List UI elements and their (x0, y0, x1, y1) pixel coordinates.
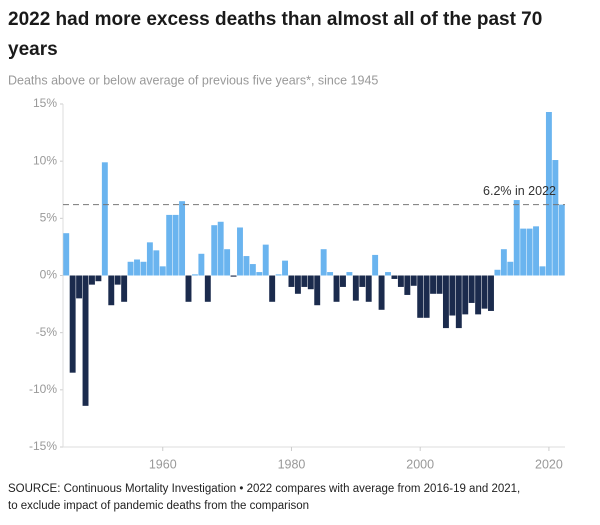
bar (494, 269, 501, 276)
bar (249, 264, 256, 276)
bar (121, 275, 128, 302)
bar (430, 275, 437, 294)
bar (146, 242, 153, 276)
bar (294, 275, 301, 294)
bar (282, 260, 288, 276)
bar (436, 275, 443, 294)
bar (320, 249, 327, 276)
bar (211, 225, 218, 276)
bar (552, 160, 559, 276)
bar (275, 274, 282, 276)
x-tick-label: 2000 (406, 457, 434, 471)
bar (391, 275, 398, 279)
bar (134, 259, 140, 276)
bar (140, 261, 147, 276)
bar (352, 275, 359, 301)
bar (526, 228, 533, 276)
y-tick-label: 15% (33, 96, 57, 110)
bar (191, 274, 198, 276)
bar (423, 275, 430, 318)
chart-subtitle: Deaths above or below average of previou… (8, 73, 378, 87)
bar (101, 162, 108, 276)
bar (539, 266, 546, 276)
bar (224, 249, 231, 276)
bar (185, 275, 192, 302)
bar (108, 275, 115, 306)
bar (397, 275, 404, 287)
bar (333, 275, 340, 302)
source: to exclude impact of pandemic deaths fro… (8, 500, 309, 512)
bar (442, 275, 449, 329)
bar (198, 253, 205, 276)
bar (507, 261, 514, 276)
bar (262, 244, 269, 276)
bar (76, 275, 83, 299)
bar (520, 228, 527, 276)
bar (269, 275, 276, 302)
bar (475, 275, 482, 315)
bar (288, 275, 295, 287)
bar (500, 249, 507, 276)
x-tick-label: 1980 (278, 457, 306, 471)
bar (404, 275, 411, 295)
x-tick-label: 1960 (149, 457, 177, 471)
bar (153, 250, 160, 276)
y-tick-label: 10% (33, 153, 57, 167)
bar (378, 275, 385, 310)
bar (166, 214, 173, 276)
y-tick-label: -10% (29, 382, 57, 396)
bar (417, 275, 424, 318)
y-tick-label: 0% (40, 268, 58, 282)
bar (513, 200, 520, 276)
bar (114, 275, 121, 285)
bar (359, 275, 366, 287)
bar (449, 275, 456, 316)
bar (410, 275, 417, 286)
bar (89, 275, 95, 285)
bar (340, 275, 346, 287)
bar (82, 275, 89, 406)
bar (385, 272, 391, 276)
bar (558, 204, 565, 276)
bar (256, 272, 263, 276)
bar (468, 275, 475, 303)
bar (455, 275, 462, 329)
bar (462, 275, 469, 315)
bar (307, 275, 314, 290)
source: SOURCE: Continuous Mortality Investigati… (8, 483, 520, 495)
bar (346, 272, 353, 276)
y-tick-label: 5% (40, 211, 58, 225)
bar (127, 261, 134, 276)
bar (481, 275, 488, 309)
bar (159, 266, 166, 276)
y-tick-label: -5% (36, 325, 58, 339)
bar (172, 214, 179, 276)
bar (204, 275, 211, 302)
bar (314, 275, 321, 306)
y-tick-label: -15% (29, 439, 57, 453)
bar (327, 272, 334, 276)
bar (243, 256, 250, 276)
bar (372, 254, 379, 276)
bar (488, 275, 494, 311)
bar (237, 227, 243, 276)
bar (545, 112, 552, 276)
bar (179, 201, 186, 276)
x-tick-label: 2020 (535, 457, 563, 471)
bar (365, 275, 372, 302)
bar (95, 275, 102, 282)
bar (63, 233, 70, 276)
chart-title: years (8, 39, 58, 60)
bar (230, 275, 237, 277)
bar (217, 221, 224, 276)
bar (69, 275, 76, 373)
bar (533, 226, 539, 276)
chart-title: 2022 had more excess deaths than almost … (8, 9, 542, 30)
bar (301, 275, 308, 287)
annotation: 6.2% in 2022 (483, 184, 556, 198)
